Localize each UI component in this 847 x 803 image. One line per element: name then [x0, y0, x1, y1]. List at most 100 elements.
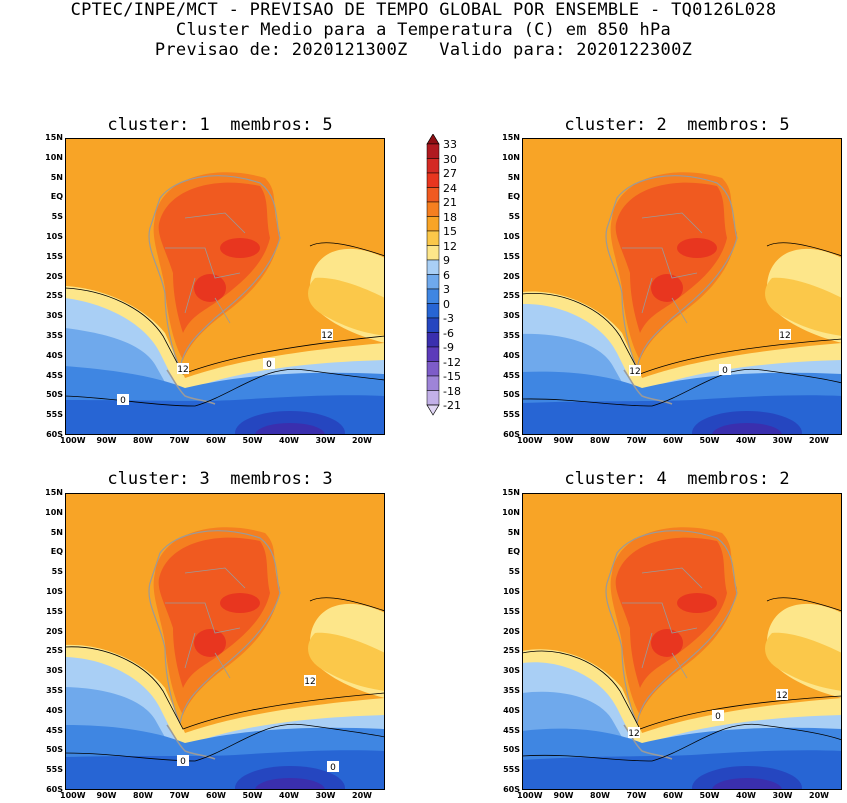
- colorbar: [426, 134, 440, 416]
- lat-tick-label: 30S: [46, 666, 63, 676]
- lon-tick-label: 70W: [169, 436, 190, 445]
- svg-text:12: 12: [628, 729, 639, 739]
- lon-tick-label: 100W: [60, 436, 86, 445]
- colorbar-swatch: [426, 201, 440, 217]
- lat-tick-label: 25S: [46, 291, 63, 301]
- lat-tick-label: 25S: [503, 646, 520, 656]
- contour-label: 12: [776, 689, 788, 701]
- lat-tick-label: 15S: [46, 606, 63, 616]
- lat-tick-label: 15S: [503, 251, 520, 261]
- colorbar-label: -18: [443, 384, 461, 398]
- svg-text:12: 12: [776, 691, 787, 701]
- lat-tick-label: 55S: [46, 410, 63, 420]
- contour-label: 0: [719, 364, 731, 376]
- lat-tick-label: 5S: [508, 212, 520, 222]
- lat-tick-label: 35S: [503, 331, 520, 340]
- colorbar-swatch: [426, 245, 440, 261]
- lat-tick-label: 50S: [46, 390, 63, 400]
- lon-tick-label: 50W: [699, 791, 720, 800]
- colorbar-label: 0: [443, 297, 450, 311]
- lat-tick-label: 30S: [46, 311, 63, 321]
- svg-text:0: 0: [330, 763, 336, 773]
- colorbar-label: 24: [443, 181, 457, 195]
- lon-tick-label: 20W: [352, 436, 372, 445]
- lon-tick-label: 50W: [242, 436, 263, 445]
- lat-tick-label: 45S: [46, 725, 63, 735]
- colorbar-swatch: [426, 346, 440, 362]
- colorbar-label: 15: [443, 225, 457, 238]
- colorbar-swatch: [426, 375, 440, 391]
- colorbar-label: 30: [443, 152, 457, 166]
- contour-label: 12: [321, 329, 333, 341]
- lon-tick-label: 80W: [133, 791, 153, 800]
- contour-label: 0: [117, 394, 129, 406]
- lat-tick-label: 10S: [503, 232, 520, 241]
- panel-title: cluster: 4 membros: 2: [564, 469, 790, 489]
- lat-tick-label: 45S: [503, 370, 520, 380]
- lat-tick-label: 50S: [503, 390, 520, 400]
- lon-tick-label: 100W: [60, 791, 86, 800]
- colorbar-arrow-top: [426, 134, 440, 145]
- colorbar-swatch: [426, 288, 440, 304]
- title-line-2: Cluster Medio para a Temperatura (C) em …: [175, 20, 672, 40]
- lon-tick-label: 70W: [626, 791, 647, 800]
- colorbar-swatch: [426, 230, 440, 246]
- lat-tick-label: 10N: [45, 152, 63, 162]
- colorbar-label: 9: [443, 254, 450, 267]
- lon-tick-label: 90W: [96, 436, 117, 445]
- colorbar-label: 33: [443, 138, 457, 151]
- lat-tick-label: 30S: [503, 311, 520, 321]
- contour-label: 0: [177, 755, 189, 767]
- svg-text:12: 12: [779, 331, 790, 341]
- lon-tick-label: 60W: [663, 791, 683, 800]
- lat-tick-label: 60S: [503, 785, 520, 794]
- contour-label: 12: [628, 727, 640, 739]
- lat-tick-label: 15N: [45, 488, 63, 497]
- lat-tick-label: 5S: [51, 212, 63, 222]
- lat-tick-label: 15N: [45, 133, 63, 142]
- lon-tick-label: 20W: [352, 791, 372, 800]
- lon-tick-label: 70W: [169, 791, 190, 800]
- lat-tick-label: 5N: [507, 172, 520, 182]
- lat-tick-label: 60S: [46, 785, 63, 794]
- map-cluster-1: 12 12 0 0: [65, 138, 385, 435]
- lon-tick-label: 100W: [517, 436, 543, 445]
- lon-tick-label: 50W: [699, 436, 720, 445]
- colorbar-label: 6: [443, 268, 450, 282]
- lat-tick-label: EQ: [507, 192, 520, 202]
- lon-tick-label: 40W: [279, 791, 299, 800]
- lat-tick-label: 55S: [503, 410, 520, 420]
- lat-tick-label: 55S: [46, 765, 63, 775]
- svg-text:12: 12: [321, 331, 332, 341]
- contour-label: 0: [712, 710, 724, 722]
- svg-text:12: 12: [177, 365, 188, 375]
- lat-tick-label: 15S: [503, 606, 520, 616]
- lat-tick-label: EQ: [50, 192, 63, 202]
- lat-tick-label: 40S: [503, 350, 520, 360]
- lon-tick-label: 30W: [315, 791, 336, 800]
- svg-text:0: 0: [715, 712, 721, 722]
- lat-tick-label: 10S: [503, 587, 520, 596]
- lat-tick-label: 45S: [503, 725, 520, 735]
- lat-tick-label: 50S: [503, 745, 520, 755]
- lat-tick-label: 5N: [507, 527, 520, 537]
- colorbar-swatch: [426, 172, 440, 188]
- lat-tick-label: 50S: [46, 745, 63, 755]
- contour-label: 12: [629, 365, 641, 377]
- lon-tick-label: 80W: [590, 791, 610, 800]
- colorbar-swatch: [426, 332, 440, 348]
- lat-tick-label: 40S: [503, 705, 520, 715]
- lon-tick-label: 90W: [96, 791, 117, 800]
- colorbar-label: 3: [443, 283, 450, 296]
- colorbar-swatch: [426, 158, 440, 174]
- lat-tick-label: 25S: [503, 291, 520, 301]
- svg-text:0: 0: [266, 360, 272, 370]
- colorbar-swatch: [426, 259, 440, 275]
- panel-title: cluster: 2 membros: 5: [564, 115, 790, 135]
- svg-text:0: 0: [180, 757, 186, 767]
- panel-title: cluster: 1 membros: 5: [107, 115, 333, 135]
- lat-tick-label: 5N: [50, 172, 63, 182]
- colorbar-label: -6: [443, 326, 454, 340]
- contour-label: 12: [779, 329, 791, 341]
- lat-tick-label: 15N: [502, 488, 520, 497]
